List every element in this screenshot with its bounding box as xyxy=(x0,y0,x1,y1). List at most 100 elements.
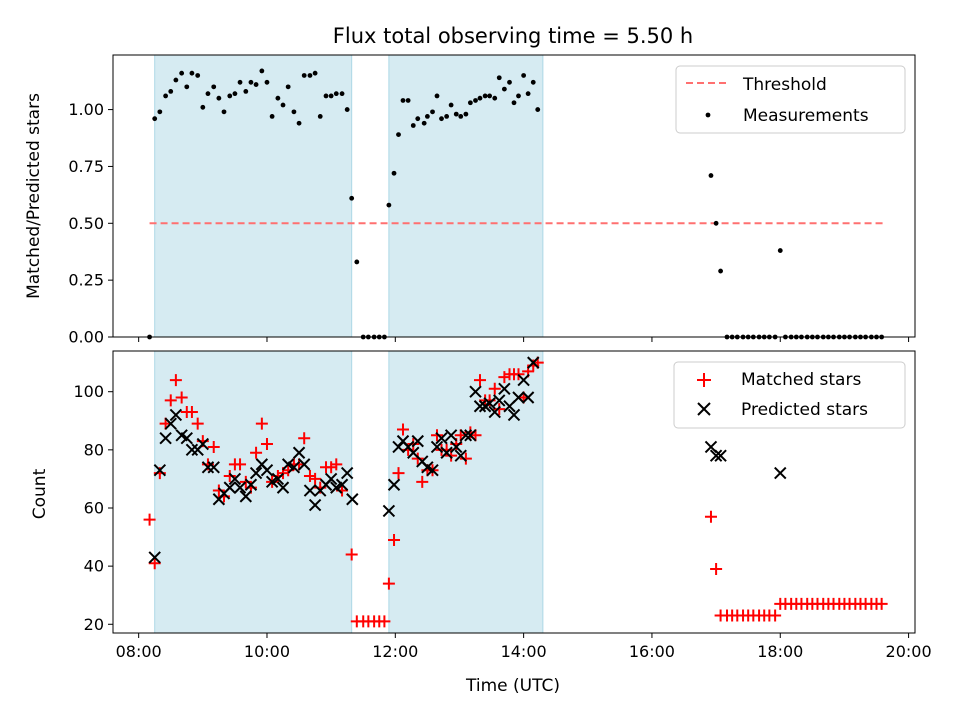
predicted-stars-point xyxy=(148,551,161,564)
matched-stars-point xyxy=(143,513,156,526)
measurements-point xyxy=(317,114,323,119)
predicted-stars-point xyxy=(239,490,253,503)
matched-stars-point xyxy=(250,446,263,459)
measurements-point xyxy=(195,73,201,78)
measurements-point xyxy=(237,79,243,85)
matched-stars-point xyxy=(309,472,322,485)
measurements-point xyxy=(521,73,527,78)
matched-stars-point xyxy=(382,577,395,590)
predicted-stars-point xyxy=(260,463,274,477)
top-shaded-intervals xyxy=(154,54,544,338)
measurements-point xyxy=(535,107,541,112)
bottom-y-tick-label: 20 xyxy=(84,615,104,634)
matched-stars-point xyxy=(378,615,391,628)
measurements-point xyxy=(179,70,185,76)
bottom-legend: Matched stars Predicted stars xyxy=(673,361,906,429)
matched-stars-point xyxy=(164,394,177,407)
matched-stars-point xyxy=(239,475,252,488)
matched-stars-point xyxy=(710,563,723,576)
x-tick-label: 18:00 xyxy=(757,642,803,661)
measurements-point xyxy=(221,109,227,115)
top-y-axis-ticks: 0.00 0.25 0.50 0.75 1.00 xyxy=(68,100,113,347)
matched-stars-point xyxy=(298,432,311,445)
matched-stars-point xyxy=(234,458,247,471)
predicted-stars-point xyxy=(346,493,359,506)
bottom-y-axis-label: Count xyxy=(30,468,50,519)
measurements-point xyxy=(248,79,254,85)
measurements-point xyxy=(424,114,430,119)
predicted-stars-point xyxy=(201,461,215,474)
predicted-stars-point xyxy=(196,437,210,451)
top-y-tick-label: 0.50 xyxy=(68,214,104,233)
measurements-point xyxy=(530,79,536,85)
predicted-stars-point xyxy=(244,478,258,491)
top-shaded-interval xyxy=(154,54,353,338)
matched-stars-point xyxy=(431,429,444,442)
matched-stars-point xyxy=(330,458,343,471)
matched-stars-point xyxy=(875,597,888,610)
matched-stars-point xyxy=(191,417,204,430)
measurements-point xyxy=(458,114,464,119)
measurements-point xyxy=(467,100,473,106)
x-tick-label: 20:00 xyxy=(886,642,932,661)
measurements-point xyxy=(253,82,259,87)
measurements-point xyxy=(301,73,307,78)
matched-stars-point xyxy=(175,391,188,404)
measurements-point xyxy=(312,70,318,76)
predicted-stars-point xyxy=(488,405,501,419)
measurements-point xyxy=(430,109,435,115)
chart-title: Flux total observing time = 5.50 h xyxy=(333,24,693,48)
predicted-stars-point xyxy=(303,484,317,497)
measurements-point xyxy=(482,93,488,99)
measurements-point xyxy=(216,95,222,101)
predicted-stars-point xyxy=(382,504,396,518)
matched-stars-point xyxy=(185,406,198,419)
matched-stars-point xyxy=(459,452,472,465)
matched-stars-point xyxy=(345,548,358,561)
measurements-point xyxy=(511,100,517,106)
measurements-point xyxy=(434,93,440,99)
measurements-point xyxy=(323,93,329,99)
measurements-point xyxy=(777,248,783,253)
predicted-stars-point xyxy=(387,478,401,491)
predicted-stars-point xyxy=(483,397,496,410)
bottom-shaded-interval xyxy=(388,350,544,634)
x-tick-label: 12:00 xyxy=(372,642,418,661)
predicted-stars-point xyxy=(233,481,247,494)
predicted-stars-point xyxy=(512,391,525,404)
predicted-stars-point xyxy=(292,446,306,459)
predicted-stars-point xyxy=(180,432,193,445)
matched-stars-point xyxy=(416,475,429,488)
measurements-point xyxy=(152,116,158,122)
predicted-stars-point xyxy=(493,394,506,407)
bottom-marks xyxy=(143,356,888,628)
predicted-stars-point xyxy=(159,432,172,445)
matched-stars-point xyxy=(493,403,506,416)
predicted-stars-point xyxy=(459,429,473,442)
bottom-axes-frame xyxy=(112,350,916,634)
measurements-point xyxy=(386,202,392,208)
measurements-point xyxy=(354,259,360,265)
predicted-stars-point xyxy=(714,449,727,462)
matched-stars-point xyxy=(392,467,405,480)
measurements-point xyxy=(168,88,174,94)
top-panel: 0.00 0.25 0.50 0.75 1.00 Matched/Predicted s… xyxy=(24,54,916,347)
predicted-stars-point xyxy=(469,385,482,398)
legend-predicted-swatch xyxy=(697,402,711,416)
measurements-point xyxy=(307,73,313,78)
predicted-stars-point xyxy=(517,373,530,387)
predicted-stars-point xyxy=(308,498,322,512)
top-axes-frame xyxy=(112,54,916,338)
measurements-point xyxy=(525,91,531,97)
predicted-stars-point xyxy=(426,463,439,477)
predicted-stars-point xyxy=(207,461,220,474)
predicted-stars-point xyxy=(430,440,444,454)
matched-stars-point xyxy=(704,510,717,523)
measurements-point xyxy=(291,109,297,115)
bottom-legend-box xyxy=(673,361,906,429)
predicted-stars-point xyxy=(169,408,183,422)
matched-stars-point xyxy=(397,423,410,436)
matched-stars-point xyxy=(255,417,268,430)
measurements-point xyxy=(421,120,427,126)
measurements-point xyxy=(328,93,334,99)
